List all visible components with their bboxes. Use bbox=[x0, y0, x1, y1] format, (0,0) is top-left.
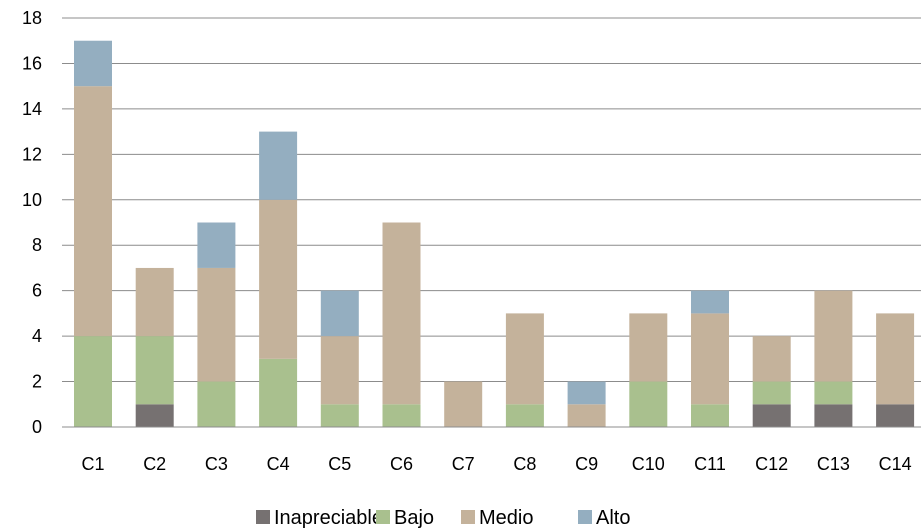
x-tick-label: C13 bbox=[817, 454, 850, 474]
bar-segment bbox=[814, 381, 853, 405]
bar-segment bbox=[505, 404, 544, 427]
x-tick-label: C11 bbox=[694, 454, 726, 474]
x-tick-label: C4 bbox=[267, 454, 290, 474]
bar-segment bbox=[320, 290, 359, 337]
bar-segment bbox=[752, 381, 791, 405]
x-tick-label: C6 bbox=[390, 454, 413, 474]
x-tick-label: C2 bbox=[143, 454, 166, 474]
x-tick-label: C7 bbox=[452, 454, 475, 474]
y-tick-label: 14 bbox=[22, 99, 42, 119]
legend-label: Alto bbox=[596, 507, 630, 529]
x-tick-label: C9 bbox=[575, 454, 598, 474]
y-axis-ticks: 0 2 4 6 8 10 12 14 16 18 bbox=[22, 8, 42, 437]
bar-segment bbox=[74, 336, 112, 427]
bar-segment bbox=[691, 290, 729, 314]
bar-segment bbox=[691, 404, 729, 427]
gridlines bbox=[62, 17, 921, 383]
bar-segment bbox=[197, 222, 236, 268]
y-tick-label: 8 bbox=[32, 235, 42, 255]
bar-segment bbox=[259, 131, 298, 200]
x-tick-label: C5 bbox=[328, 454, 351, 474]
legend-label: Inapreciable bbox=[274, 507, 383, 529]
bar-segment bbox=[320, 404, 359, 427]
x-axis-ticks: C1 C2 C3 C4 C5 C6 C7 C8 C9 C10 C11 C12 C13 C14 bbox=[81, 454, 911, 474]
bar-segment bbox=[876, 404, 915, 427]
legend-swatch bbox=[376, 510, 390, 524]
bar-segment bbox=[505, 313, 544, 405]
y-tick-label: 6 bbox=[32, 281, 42, 301]
bar-segment bbox=[876, 313, 915, 405]
bar-segment bbox=[197, 381, 236, 427]
bar-segment bbox=[567, 404, 606, 427]
bars bbox=[74, 40, 915, 427]
bar-segment bbox=[320, 336, 359, 405]
y-tick-label: 10 bbox=[22, 190, 42, 210]
bar-segment bbox=[135, 404, 174, 427]
bar-segment bbox=[135, 336, 174, 405]
bar-segment bbox=[135, 267, 174, 337]
bar-segment bbox=[444, 381, 483, 427]
y-tick-label: 4 bbox=[32, 326, 42, 346]
x-tick-label: C8 bbox=[513, 454, 536, 474]
legend-label: Bajo bbox=[394, 507, 434, 529]
bar-segment bbox=[74, 86, 112, 337]
legend-swatch bbox=[461, 510, 475, 524]
x-tick-label: C10 bbox=[632, 454, 665, 474]
bar-segment bbox=[382, 404, 421, 427]
bar-segment bbox=[814, 404, 853, 427]
legend-swatch bbox=[578, 510, 592, 524]
bar-segment bbox=[382, 222, 421, 405]
x-tick-label: C12 bbox=[755, 454, 788, 474]
bar-segment bbox=[752, 336, 791, 382]
y-tick-label: 16 bbox=[22, 53, 42, 73]
y-tick-label: 2 bbox=[32, 372, 42, 392]
x-tick-label: C14 bbox=[879, 454, 912, 474]
bar-segment bbox=[197, 267, 236, 382]
bar-segment bbox=[629, 313, 668, 382]
legend: Inapreciable Bajo Medio Alto bbox=[256, 507, 630, 529]
bar-segment bbox=[259, 358, 298, 427]
legend-label: Medio bbox=[479, 507, 533, 529]
x-tick-label: C3 bbox=[205, 454, 228, 474]
x-tick-label: C1 bbox=[81, 454, 104, 474]
bar-segment bbox=[752, 404, 791, 427]
legend-swatch bbox=[256, 510, 270, 524]
bar-segment bbox=[567, 381, 606, 405]
bar-segment bbox=[814, 290, 853, 382]
bar-segment bbox=[629, 381, 668, 427]
bar-segment bbox=[691, 313, 729, 405]
y-tick-label: 12 bbox=[22, 144, 42, 164]
y-tick-label: 0 bbox=[32, 417, 42, 437]
y-tick-label: 18 bbox=[22, 8, 42, 28]
bar-segment bbox=[74, 40, 112, 87]
bar-segment bbox=[259, 199, 298, 359]
